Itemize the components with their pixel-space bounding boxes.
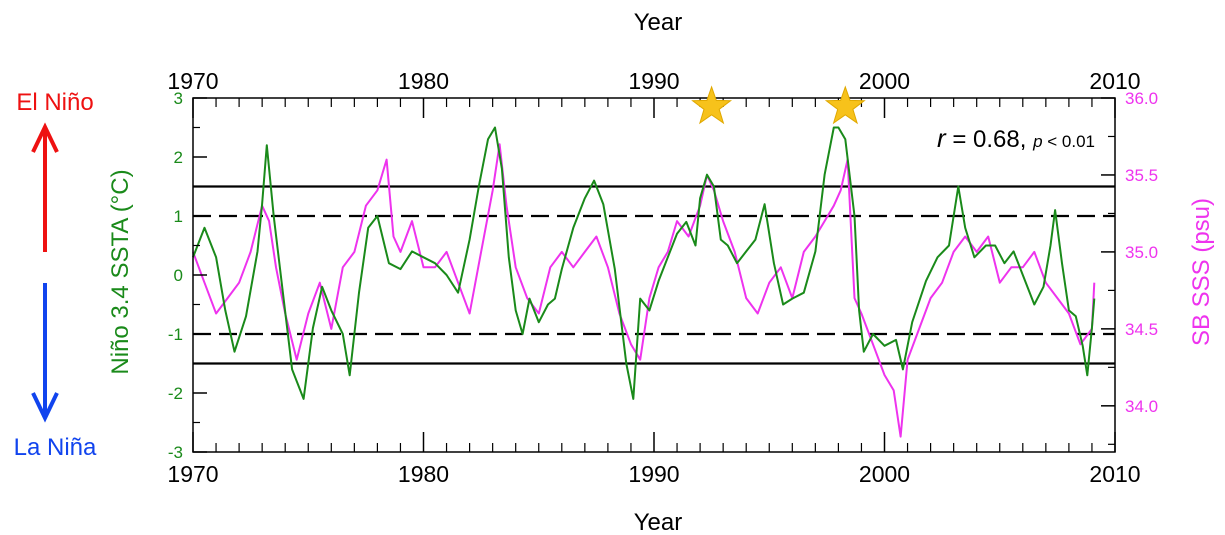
series-line-sss [192,143,1096,438]
x-tick-label-top-3: 2000 [859,68,910,94]
y-left-tick-label-2: -1 [168,325,183,344]
star-markers [691,85,866,125]
x-tick-label-top-4: 2010 [1089,68,1140,94]
x-tick-label-bottom-3: 2000 [859,461,910,487]
y-left-tick-label-1: -2 [168,384,183,403]
y-right-tick-label-1: 34.5 [1125,320,1158,339]
correlation-annotation: r = 0.68, p < 0.01 [937,123,1095,153]
annotation-equals: = 0.68, [946,126,1033,153]
y-right-tick-label-4: 36.0 [1125,89,1158,108]
annotation-p-rest: < 0.01 [1043,132,1095,151]
x-tick-label-top-0: 1970 [167,68,218,94]
series-layer [192,126,1096,438]
annotation-r: r [937,123,947,153]
y-axis-title-right: SB SSS (psu) [1188,198,1215,346]
x-tick-label-bottom-2: 1990 [628,461,679,487]
y-right-tick-label-2: 35.0 [1125,243,1158,262]
y-axis-title-left: Niño 3.4 SSTA (°C) [107,169,134,374]
down-arrow-icon [31,283,59,423]
y-right-tick-label-0: 34.0 [1125,397,1158,416]
star-icon-1 [824,85,866,125]
up-arrow-icon [31,122,59,252]
y-left-tick-label-4: 1 [174,207,183,226]
la-nina-label: La Niña [14,434,97,461]
series-line-nino34 [192,126,1096,400]
y-left-tick-label-6: 3 [174,89,183,108]
x-axis-title-bottom: Year [634,509,683,535]
x-tick-label-top-1: 1980 [398,68,449,94]
y-left-tick-label-0: -3 [168,443,183,462]
annotation-p: p [1032,132,1042,151]
x-axis-title-top: Year [634,9,683,36]
y-right-tick-label-3: 35.5 [1125,166,1158,185]
star-icon-0 [691,85,733,125]
y-left-tick-label-3: 0 [174,266,183,285]
y-left-tick-label-5: 2 [174,148,183,167]
x-tick-label-top-2: 1990 [628,68,679,94]
x-tick-label-bottom-1: 1980 [398,461,449,487]
axis-ticks [192,97,1116,453]
tick-labels: 1970 1970 1980 1980 1990 1990 2000 2000 2010 2010… [167,68,1158,487]
x-tick-label-bottom-4: 2010 [1089,461,1140,487]
x-tick-label-bottom-0: 1970 [167,461,218,487]
el-nino-label: El Niño [16,89,93,116]
threshold-lines [193,185,1115,365]
